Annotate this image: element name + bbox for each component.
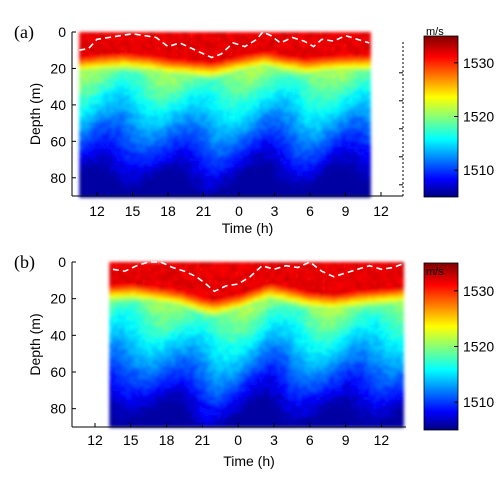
y-tick-label: 0 <box>58 24 66 40</box>
x-tick-label: 15 <box>125 203 141 219</box>
mixed-layer-depth-line <box>112 261 404 293</box>
x-tick-label: 12 <box>87 432 103 448</box>
y-tick-label: 20 <box>50 291 66 307</box>
colorbar-unit: m/s <box>426 26 444 38</box>
panel-b: 0 20 40 60 80 12 15 18 21 0 3 6 9 12 Time (h) Depth (m)… <box>14 252 494 469</box>
y-axis-title: Depth (m) <box>27 313 43 375</box>
panel-label: (b) <box>14 252 35 273</box>
heatmap-field <box>79 32 371 198</box>
colorbar <box>423 35 459 198</box>
colorbar-unit: m/s <box>426 266 444 278</box>
heatmap-field <box>109 262 404 428</box>
x-axis-title: Time (h) <box>223 453 275 469</box>
y-tick-label: 60 <box>50 133 66 149</box>
x-tick-label: 3 <box>270 432 278 448</box>
x-tick-label: 9 <box>342 432 350 448</box>
panel-label: (a) <box>14 22 34 43</box>
panel-a: 0 20 40 60 80 12 15 18 21 0 3 6 9 12 Time (h) Depth (m)… <box>14 22 494 236</box>
colorbar-tick-label: 1510 <box>463 162 494 178</box>
y-tick-label: 40 <box>50 97 66 113</box>
colorbar-tick-label: 1530 <box>463 55 494 71</box>
colorbar-tick-label: 1520 <box>463 109 494 125</box>
mixed-layer-depth-line <box>79 31 370 59</box>
y-tick-label: 80 <box>50 170 66 186</box>
y-tick-label: 80 <box>50 401 66 417</box>
x-tick-label: 9 <box>342 203 350 219</box>
y-tick-label: 20 <box>50 60 66 76</box>
x-tick-label: 12 <box>373 203 389 219</box>
colorbar <box>423 262 459 431</box>
x-tick-label: 6 <box>306 203 314 219</box>
colorbar-tick-label: 1530 <box>463 283 494 299</box>
x-tick-label: 3 <box>271 203 279 219</box>
x-tick-label: 0 <box>235 203 243 219</box>
y-tick-label: 40 <box>50 327 66 343</box>
colorbar-tick-label: 1510 <box>463 394 494 410</box>
y-tick-label: 60 <box>50 364 66 380</box>
y-axis-title: Depth (m) <box>27 83 43 145</box>
x-tick-label: 18 <box>160 203 176 219</box>
x-tick-label: 21 <box>196 203 212 219</box>
y-tick-label: 0 <box>58 254 66 270</box>
x-tick-label: 18 <box>159 432 175 448</box>
x-tick-label: 12 <box>89 203 105 219</box>
colorbar-tick-label: 1520 <box>463 339 494 355</box>
x-tick-label: 15 <box>123 432 139 448</box>
x-tick-label: 21 <box>195 432 211 448</box>
x-tick-label: 12 <box>374 432 390 448</box>
x-tick-label: 0 <box>234 432 242 448</box>
x-tick-label: 6 <box>306 432 314 448</box>
x-axis-title: Time (h) <box>222 220 274 236</box>
